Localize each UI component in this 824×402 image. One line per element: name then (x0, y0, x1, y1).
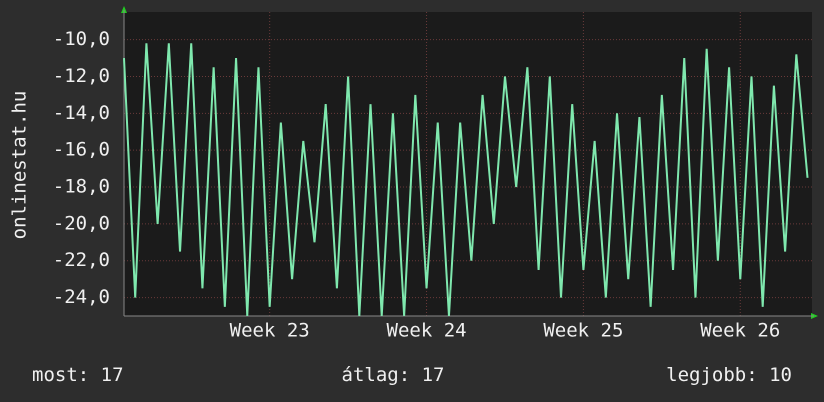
y-tick-label: -12,0 (53, 65, 110, 87)
axis-arrow (121, 6, 127, 13)
stat-label: legjobb: (666, 364, 758, 386)
y-tick-label: -14,0 (53, 102, 110, 124)
y-axis-label: onlinestat.hu (9, 91, 31, 240)
x-tick-label: Week 24 (387, 320, 467, 342)
stat-value: 10 (769, 364, 792, 386)
y-tick-label: -24,0 (53, 286, 110, 308)
stat-value: 17 (101, 364, 124, 386)
x-tick-label: Week 26 (700, 320, 780, 342)
x-tick-label: Week 25 (543, 320, 623, 342)
stat: legjobb: 10 (666, 364, 792, 386)
data-line (123, 43, 809, 317)
stat-label: átlag: (342, 364, 411, 386)
stat: most: 17 (32, 364, 124, 386)
stat: átlag: 17 (342, 364, 445, 386)
stat-label: most: (32, 364, 89, 386)
axis-arrow (811, 313, 818, 319)
y-tick-label: -16,0 (53, 139, 110, 161)
x-tick-label: Week 23 (230, 320, 310, 342)
y-tick-label: -18,0 (53, 176, 110, 198)
y-tick-label: -20,0 (53, 212, 110, 234)
stat-value: 17 (422, 364, 445, 386)
y-tick-label: -10,0 (53, 28, 110, 50)
y-tick-label: -22,0 (53, 249, 110, 271)
